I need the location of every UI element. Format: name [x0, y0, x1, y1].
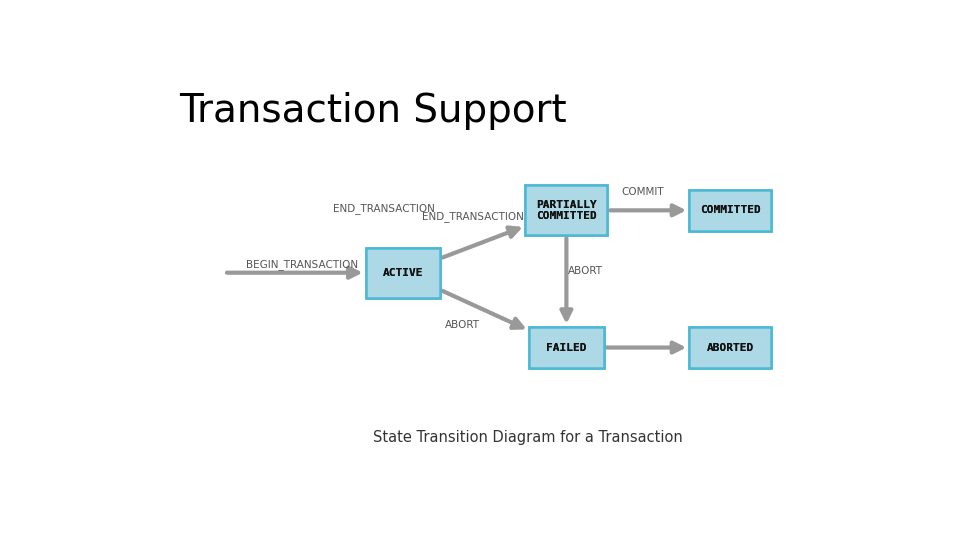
Text: Transaction Support: Transaction Support	[180, 92, 567, 130]
Text: PARTIALLY
COMMITTED: PARTIALLY COMMITTED	[536, 199, 597, 221]
Text: COMMITTED: COMMITTED	[700, 205, 760, 215]
FancyBboxPatch shape	[525, 185, 608, 235]
Text: END_TRANSACTION: END_TRANSACTION	[422, 211, 524, 222]
FancyBboxPatch shape	[529, 327, 604, 368]
Text: ACTIVE: ACTIVE	[382, 268, 423, 278]
Text: ABORT: ABORT	[567, 266, 603, 275]
FancyBboxPatch shape	[689, 190, 771, 231]
Text: ACTIVE: ACTIVE	[382, 268, 423, 278]
Text: PARTIALLY
COMMITTED: PARTIALLY COMMITTED	[536, 199, 597, 221]
FancyBboxPatch shape	[366, 248, 440, 298]
FancyBboxPatch shape	[529, 327, 604, 368]
Text: ABORTED: ABORTED	[707, 342, 754, 353]
Text: FAILED: FAILED	[546, 342, 587, 353]
FancyBboxPatch shape	[689, 327, 771, 368]
Text: State Transition Diagram for a Transaction: State Transition Diagram for a Transacti…	[372, 430, 683, 445]
Text: ABORTED: ABORTED	[707, 342, 754, 353]
Text: END_TRANSACTION: END_TRANSACTION	[333, 203, 435, 214]
Text: BEGIN_TRANSACTION: BEGIN_TRANSACTION	[246, 259, 358, 270]
FancyBboxPatch shape	[525, 185, 608, 235]
FancyBboxPatch shape	[689, 327, 771, 368]
Text: COMMITTED: COMMITTED	[700, 205, 760, 215]
FancyBboxPatch shape	[689, 190, 771, 231]
Text: FAILED: FAILED	[546, 342, 587, 353]
Text: ABORT: ABORT	[444, 320, 480, 330]
FancyBboxPatch shape	[366, 248, 440, 298]
Text: COMMIT: COMMIT	[621, 187, 663, 197]
